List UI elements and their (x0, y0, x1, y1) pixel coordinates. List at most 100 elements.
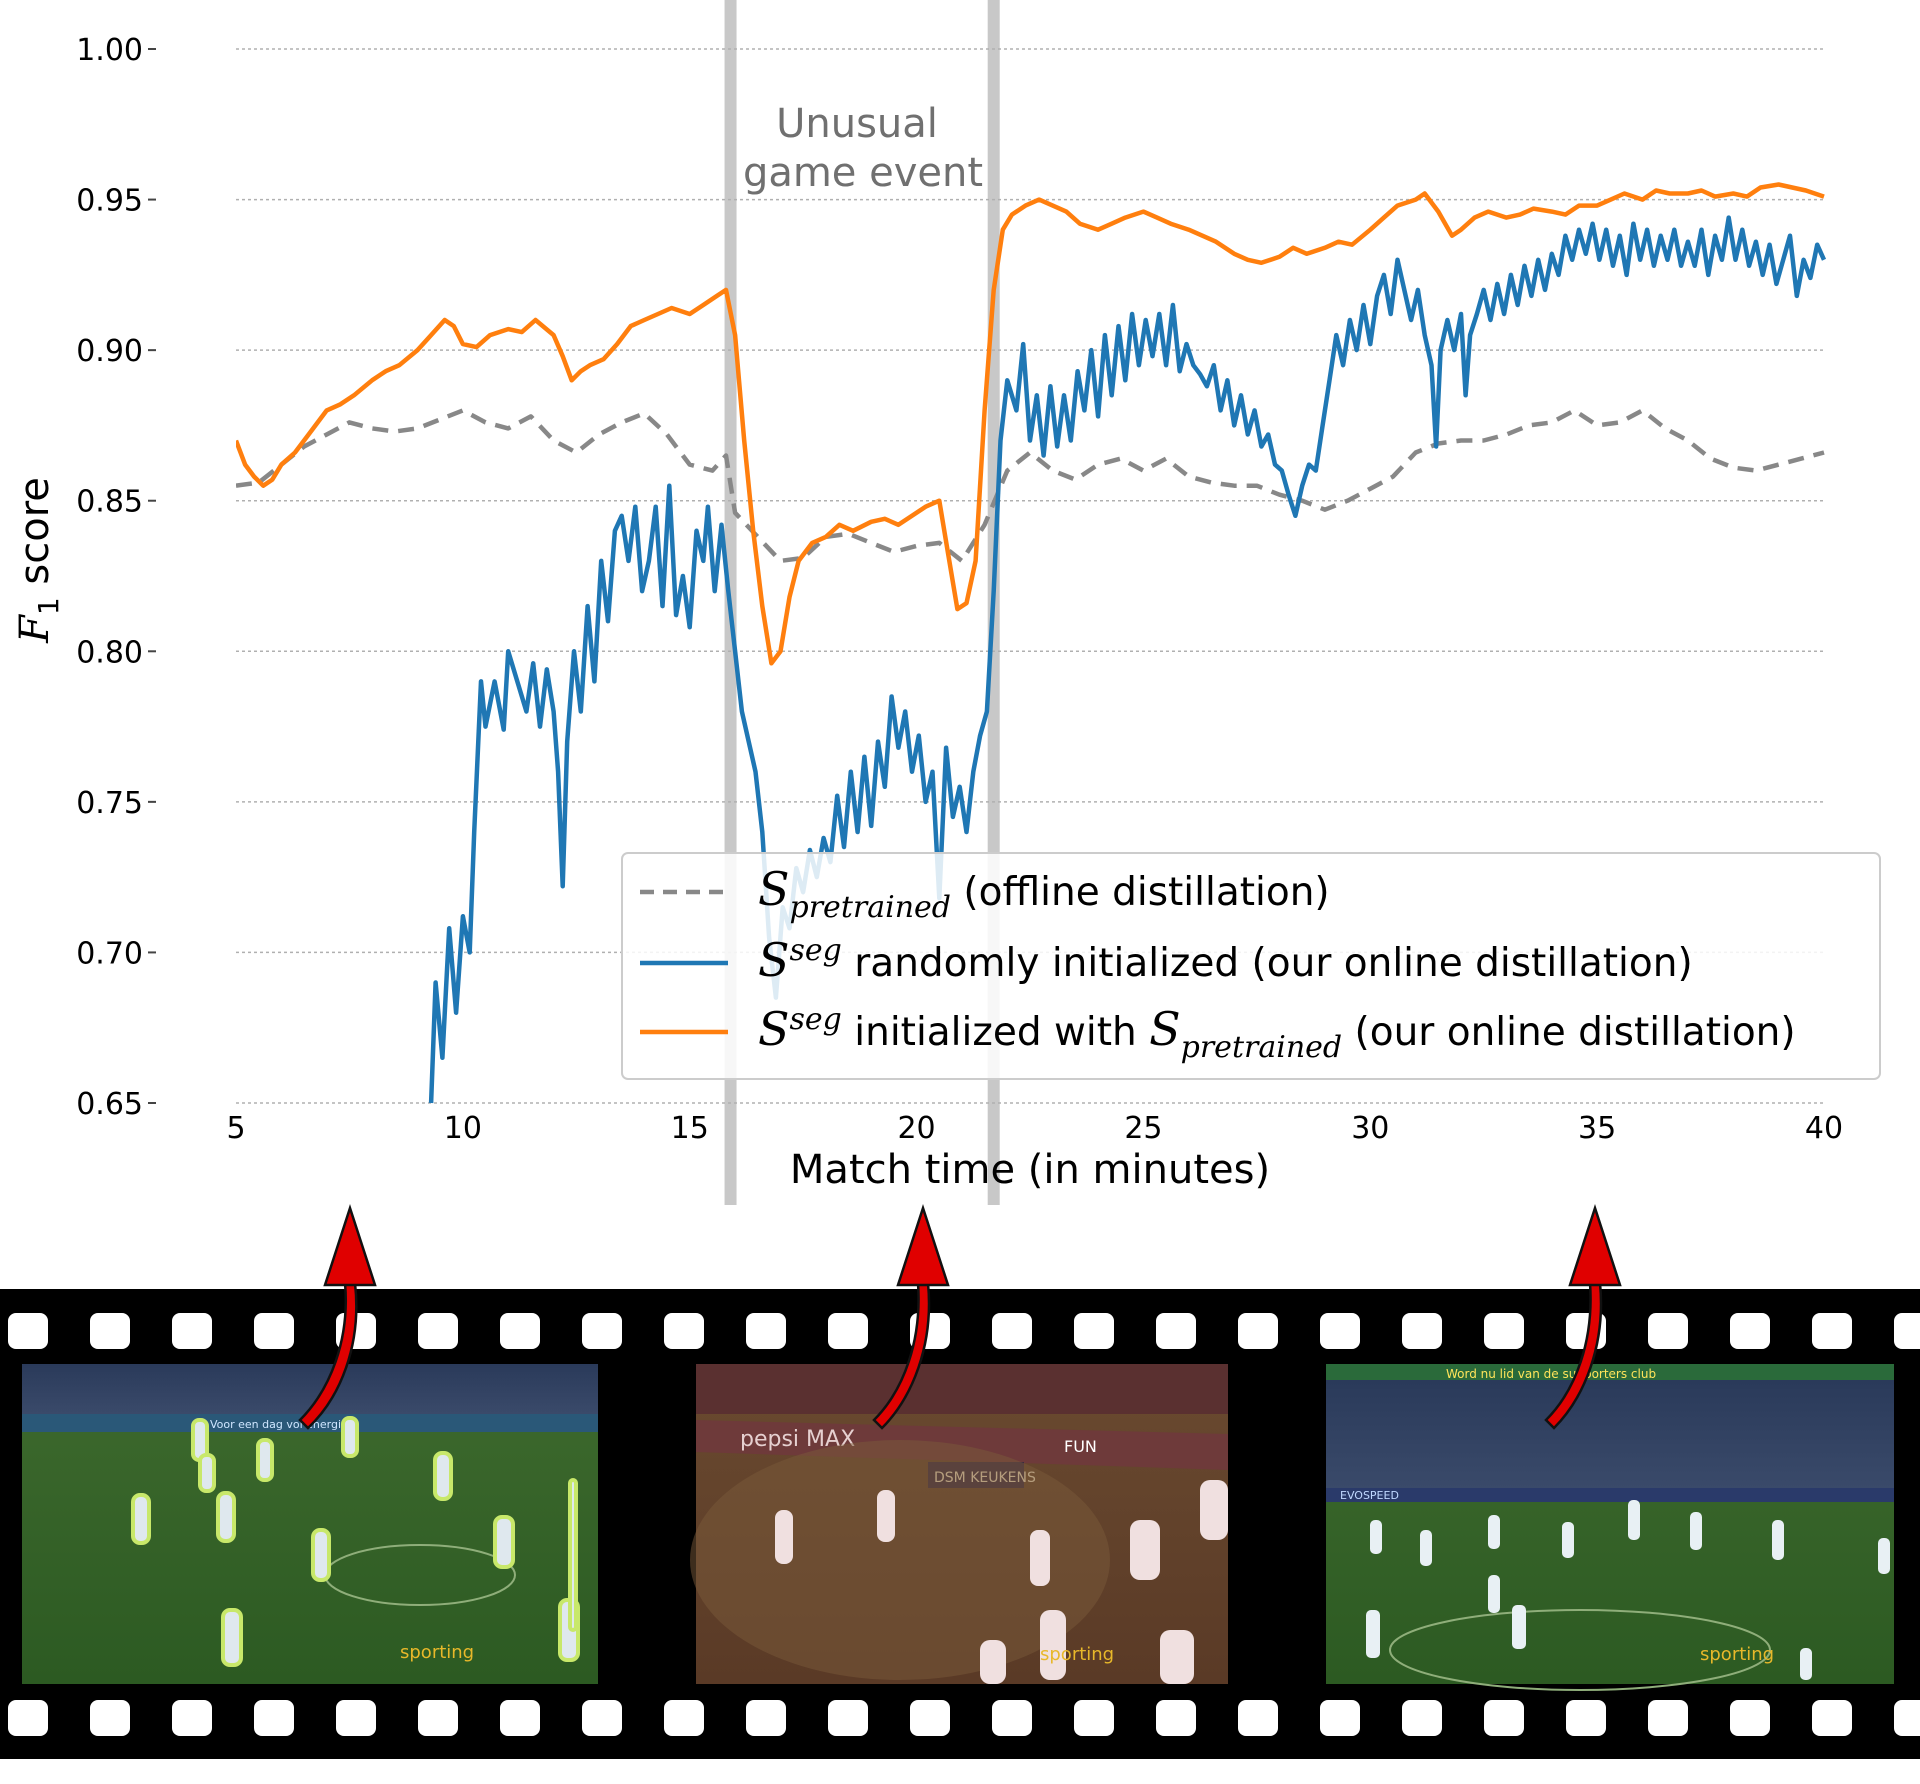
legend-subscript-2: pretrained (1181, 1030, 1342, 1065)
legend-symbol: S (758, 933, 790, 987)
x-tick-label: 10 (444, 1111, 482, 1146)
sprocket-hole (254, 1313, 294, 1349)
arrow-event-icon (872, 1203, 950, 1430)
legend-label-random: randomly initialized (our online distill… (842, 941, 1693, 986)
sprocket-hole (1238, 1700, 1278, 1736)
y-tick-label: 0.70 (76, 936, 143, 971)
legend-box (621, 852, 1881, 1080)
legend-item-pretrained-init: Sseg initialized with Spretrained (our o… (640, 1002, 1796, 1065)
svg-text:Sseg randomly initialized (our: Sseg randomly initialized (our online di… (758, 933, 1693, 987)
series-group (236, 182, 1826, 1104)
legend-symbol-2: S (1149, 1002, 1181, 1056)
sprocket-hole (1894, 1700, 1920, 1736)
sprocket-hole (1894, 1313, 1920, 1349)
sprocket-hole (1730, 1313, 1770, 1349)
frame-event: pepsi MAX DSM KEUKENS FUN sporting (690, 1364, 1228, 1684)
sprocket-hole (1402, 1313, 1442, 1349)
legend-item-pretrained: Spretrained (offline distillation) (640, 862, 1330, 925)
svg-text:Sseg initialized with Spretrai: Sseg initialized with Spretrained (our o… (758, 1002, 1796, 1065)
sprocket-hole (582, 1313, 622, 1349)
svg-text:F1 score: F1 score (12, 477, 65, 644)
sprocket-hole (1074, 1313, 1114, 1349)
legend-symbol: S (758, 862, 790, 916)
sprocket-hole (1402, 1700, 1442, 1736)
sprocket-hole (1074, 1700, 1114, 1736)
sprocket-hole (172, 1313, 212, 1349)
y-axis-label-f: F (12, 614, 58, 644)
player-markers (775, 1480, 1228, 1684)
sprocket-hole (1812, 1313, 1852, 1349)
sprocket-hole (500, 1700, 540, 1736)
sprocket-hole (1812, 1700, 1852, 1736)
sprocket-hole (664, 1700, 704, 1736)
arrow-late-icon (1544, 1203, 1622, 1430)
watermark: sporting (400, 1642, 474, 1663)
y-tick-label: 0.95 (76, 184, 143, 219)
y-axis-label-sub: 1 (32, 597, 65, 615)
x-tick-label: 25 (1124, 1111, 1162, 1146)
series-line-pretrained (236, 408, 1825, 564)
sprocket-hole (1648, 1700, 1688, 1736)
legend-superscript: seg (790, 1002, 842, 1037)
sprocket-hole (8, 1700, 48, 1736)
player-markers (1366, 1500, 1890, 1680)
sprocket-hole (910, 1700, 950, 1736)
x-tick-label: 30 (1351, 1111, 1389, 1146)
x-axis: 5 10 15 20 25 30 35 40 (226, 1111, 1843, 1146)
y-tick-label: 0.80 (76, 635, 143, 670)
legend-label-mid: initialized with (842, 1010, 1149, 1055)
sprocket-hole (746, 1313, 786, 1349)
sprocket-hole (172, 1700, 212, 1736)
x-tick-label: 20 (897, 1111, 935, 1146)
svg-text:Spretrained (offline distillat: Spretrained (offline distillation) (758, 862, 1330, 925)
y-tick-label: 1.00 (76, 33, 143, 68)
y-axis-label-rest: score (12, 477, 58, 597)
y-axis-label: F1 score (12, 477, 65, 644)
sprocket-hole (992, 1313, 1032, 1349)
sprocket-hole (1320, 1313, 1360, 1349)
event-label-line1: Unusual (776, 101, 938, 147)
sprocket-hole (418, 1700, 458, 1736)
y-tick-label: 0.85 (76, 485, 143, 520)
ad-board-text: FUN (1064, 1437, 1097, 1456)
legend-label-pretrained: (offline distillation) (951, 870, 1330, 915)
watermark: sporting (1040, 1644, 1114, 1665)
x-tick-label: 40 (1805, 1111, 1843, 1146)
sprocket-hole (90, 1700, 130, 1736)
sprocket-hole (582, 1700, 622, 1736)
legend: Spretrained (offline distillation) Sseg … (621, 852, 1881, 1080)
x-tick-label: 15 (671, 1111, 709, 1146)
sprocket-hole (1648, 1313, 1688, 1349)
sprocket-hole (500, 1313, 540, 1349)
sprocket-hole (90, 1313, 130, 1349)
y-tick-label: 0.90 (76, 334, 143, 369)
legend-subscript: pretrained (790, 890, 951, 925)
legend-label-pretrained-init: (our online distillation) (1342, 1010, 1796, 1055)
sprocket-hole (254, 1700, 294, 1736)
sprocket-hole (1484, 1313, 1524, 1349)
sprocket-hole (1566, 1700, 1606, 1736)
sprocket-hole (1156, 1313, 1196, 1349)
arrows (298, 1203, 1622, 1430)
sprocket-holes (8, 1313, 1920, 1736)
sprocket-hole (336, 1700, 376, 1736)
sprocket-hole (1238, 1313, 1278, 1349)
frame-late: Word nu lid van de supporters club EVOSP… (1326, 1364, 1894, 1691)
x-tick-label: 35 (1578, 1111, 1616, 1146)
sprocket-hole (828, 1700, 868, 1736)
ad-board-text: EVOSPEED (1340, 1489, 1399, 1502)
y-tick-label: 0.75 (76, 786, 143, 821)
legend-symbol: S (758, 1002, 790, 1056)
player-markers (131, 1416, 580, 1667)
series-line-random (428, 215, 1826, 1104)
sprocket-hole (746, 1700, 786, 1736)
sprocket-hole (992, 1700, 1032, 1736)
sprocket-hole (828, 1313, 868, 1349)
sprocket-hole (1730, 1700, 1770, 1736)
sprocket-hole (1320, 1700, 1360, 1736)
series-line-pretrained_init (236, 182, 1825, 666)
filmstrip: Voor een dag vol energie sporting pepsi … (0, 1289, 1920, 1759)
y-axis: 0.65 0.70 0.75 0.80 0.85 0.90 0.95 1.00 (76, 33, 156, 1122)
y-tick-label: 0.65 (76, 1087, 143, 1122)
